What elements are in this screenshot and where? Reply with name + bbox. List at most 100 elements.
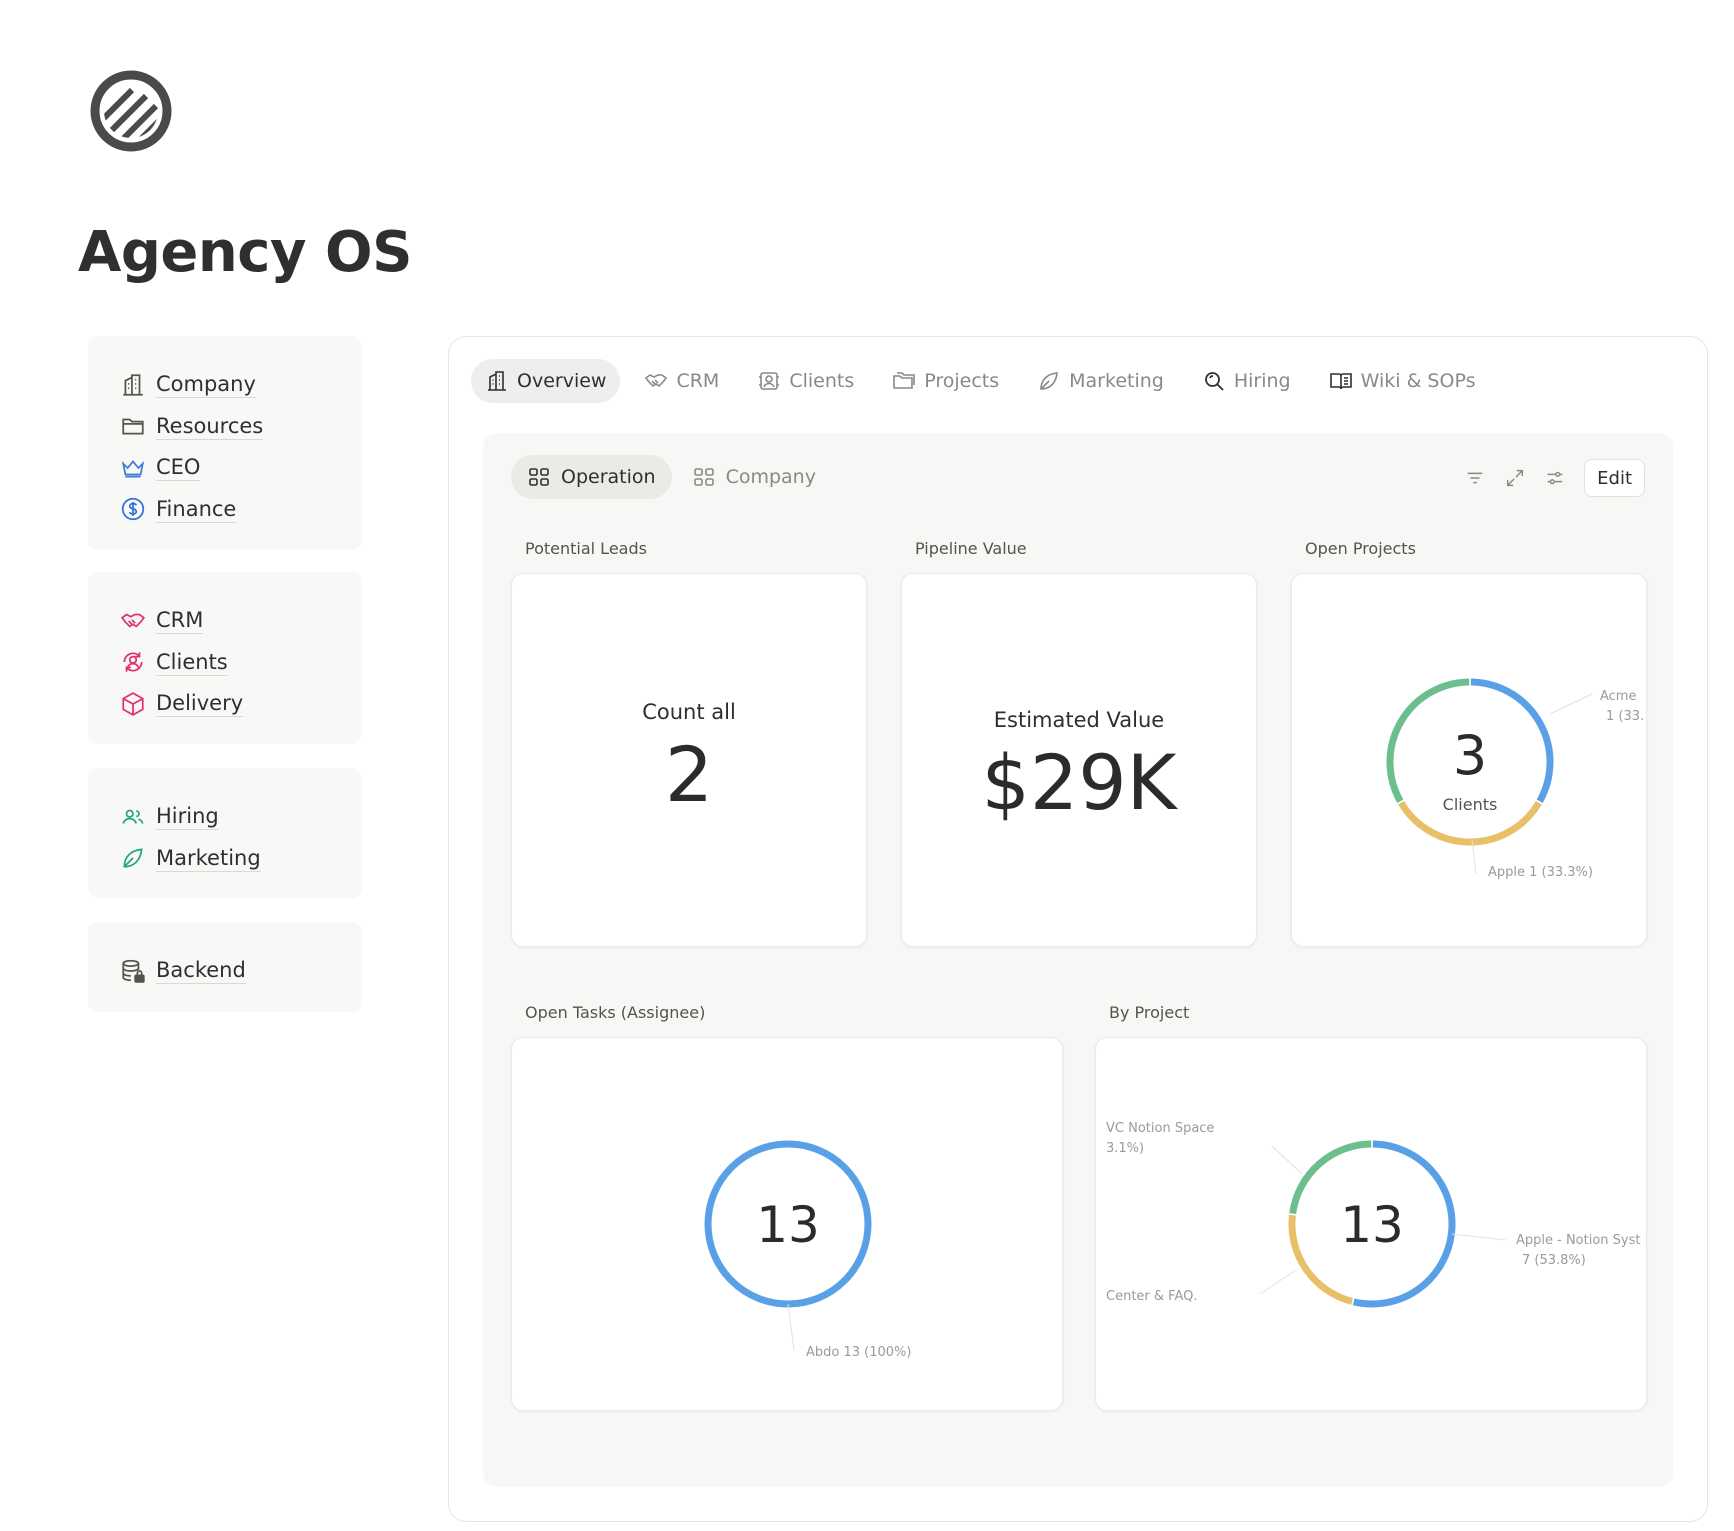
top-tabs: Overview CRM Clients Projects Marketing … [471, 359, 1499, 403]
slice-label-value: 7 (53.8%) [1522, 1253, 1586, 1268]
sidebar-group-company: Company Resources CEO Finance [88, 336, 362, 550]
user-cycle-icon [123, 652, 143, 672]
donut-center-value: 13 [1340, 1196, 1404, 1254]
slice-label-value: 1 (33. [1606, 709, 1644, 724]
slice-label-value: 3.1%) [1106, 1141, 1144, 1156]
donut-slice[interactable] [1470, 678, 1554, 803]
tab-hiring[interactable]: Hiring [1188, 359, 1305, 403]
by-project-card[interactable]: Apple - Notion Syst 7 (53.8%) Center & FAQ… [1095, 1037, 1647, 1411]
sidebar-item-label: Delivery [156, 691, 244, 718]
sidebar-item-label: Marketing [156, 845, 261, 872]
open-tasks-card[interactable]: Abdo 13 (100%) 13 [511, 1037, 1063, 1411]
slice-leader-line [1259, 1269, 1297, 1295]
card-label-open-projects: Open Projects [1305, 539, 1416, 558]
sidebar-item-label: CRM [156, 608, 204, 635]
sidebar-item-label: Backend [156, 958, 246, 985]
count-caption: Count all [642, 700, 736, 724]
expand-icon[interactable] [1504, 467, 1526, 489]
handshake-icon [120, 613, 146, 628]
slice-leader-line [787, 1303, 795, 1351]
tab-wiki-sops[interactable]: Wiki & SOPs [1315, 359, 1490, 403]
pipeline-value-card[interactable]: Estimated Value $29K [901, 573, 1257, 947]
donut-slice[interactable] [1352, 1140, 1456, 1308]
slice-label: Abdo 13 (100%) [806, 1345, 911, 1360]
handshake-icon [645, 374, 668, 388]
slice-label: Apple - Notion Syst [1516, 1233, 1641, 1248]
donut-slice[interactable] [1398, 800, 1542, 846]
sidebar-item-backend[interactable]: Backend [120, 950, 362, 992]
card-label-by-project: By Project [1109, 1003, 1190, 1022]
view-tab-operation[interactable]: Operation [511, 455, 672, 499]
sliders-icon[interactable] [1544, 467, 1566, 489]
sidebar-item-hiring[interactable]: Hiring [120, 796, 362, 838]
dashboard-panel: Operation Company Edit Potential Leads P… [483, 433, 1673, 1487]
slice-label: Center & FAQ. [1106, 1289, 1197, 1304]
donut-slice[interactable] [1289, 1140, 1372, 1215]
sidebar-item-label: Hiring [156, 804, 219, 831]
sidebar-group-growth: Hiring Marketing [88, 768, 362, 898]
sidebar-group-crm: CRM Clients Delivery [88, 572, 362, 744]
sidebar-group-backend: Backend [88, 922, 362, 1012]
sidebar-item-label: Finance [156, 496, 237, 523]
building-icon [488, 371, 506, 391]
sidebar-item-label: Resources [156, 413, 264, 440]
tab-marketing[interactable]: Marketing [1023, 359, 1178, 403]
dollar-circle-icon [121, 498, 145, 521]
book-icon [1329, 373, 1352, 390]
slice-label: Acme [1600, 689, 1636, 704]
grid-icon [693, 468, 714, 486]
sidebar-item-ceo[interactable]: CEO [120, 447, 362, 489]
sidebar-item-crm[interactable]: CRM [120, 600, 362, 642]
sidebar-item-label: CEO [156, 455, 201, 482]
leaf-icon [1040, 372, 1059, 390]
open-projects-card[interactable]: Acme 1 (33. Apple 1 (33.3%) 3 Clients [1291, 573, 1647, 947]
sidebar-item-resources[interactable]: Resources [120, 406, 362, 448]
donut-center-label: Clients [1443, 795, 1498, 814]
card-label-potential-leads: Potential Leads [525, 539, 647, 558]
estimated-value-caption: Estimated Value [993, 708, 1165, 732]
slice-leader-line [1471, 839, 1477, 875]
folder-icon [122, 418, 144, 435]
package-icon [122, 691, 144, 716]
filter-icon[interactable] [1464, 467, 1486, 489]
database-lock-icon [122, 959, 145, 983]
sidebar-item-marketing[interactable]: Marketing [120, 838, 362, 880]
people-icon [122, 809, 144, 824]
edit-button[interactable]: Edit [1584, 459, 1645, 497]
leaf-icon [123, 848, 143, 868]
card-label-open-tasks: Open Tasks (Assignee) [525, 1003, 706, 1022]
slice-leader-line [1271, 1145, 1303, 1175]
crown-icon [121, 459, 145, 478]
card-label-pipeline-value: Pipeline Value [915, 539, 1027, 558]
user-cycle-icon [759, 372, 780, 390]
by-project-donut-chart: Apple - Notion Syst 7 (53.8%) Center & FAQ… [1106, 1121, 1641, 1308]
view-tabs: Operation Company [511, 455, 836, 499]
view-tab-company[interactable]: Company [676, 455, 832, 499]
estimated-value: $29K [981, 738, 1177, 827]
tab-projects[interactable]: Projects [878, 359, 1013, 403]
sidebar-item-label: Company [156, 372, 256, 399]
donut-slice[interactable] [1386, 678, 1470, 803]
sidebar-item-company[interactable]: Company [120, 364, 362, 406]
view-toolbar: Edit [1446, 459, 1645, 497]
tab-clients[interactable]: Clients [743, 359, 868, 403]
sidebar-item-clients[interactable]: Clients [120, 642, 362, 684]
grid-icon [529, 468, 549, 486]
slice-label: Apple 1 (33.3%) [1488, 865, 1593, 880]
potential-leads-card[interactable]: Count all 2 [511, 573, 867, 947]
tab-overview[interactable]: Overview [471, 359, 621, 403]
slice-leader-line [1451, 1233, 1507, 1241]
open-projects-donut-chart: Acme 1 (33. Apple 1 (33.3%) 3 Clients [1386, 678, 1644, 880]
count-value: 2 [664, 730, 714, 819]
magnifier-icon [1204, 372, 1224, 391]
building-icon [123, 374, 143, 396]
tab-crm[interactable]: CRM [630, 359, 733, 403]
folders-icon [893, 372, 916, 389]
slice-leader-line [1549, 693, 1593, 715]
sidebar-item-delivery[interactable]: Delivery [120, 683, 362, 725]
donut-center-value: 3 [1453, 724, 1487, 787]
dashboard-frame: Overview CRM Clients Projects Marketing … [448, 336, 1708, 1522]
donut-slice[interactable] [1288, 1214, 1353, 1305]
sidebar-item-finance[interactable]: Finance [120, 489, 362, 531]
sidebar-item-label: Clients [156, 649, 228, 676]
